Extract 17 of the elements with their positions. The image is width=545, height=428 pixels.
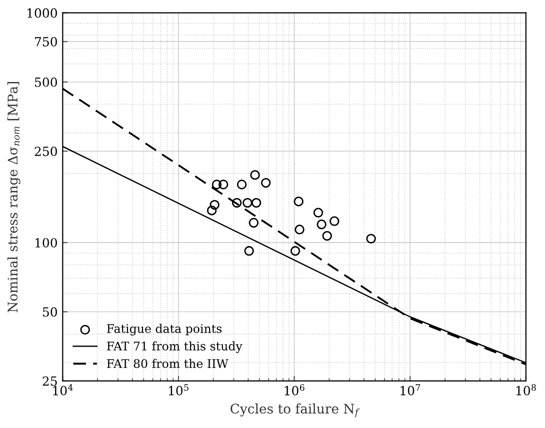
legend-label: FAT 71 from this study [107, 341, 242, 353]
x-tick-label: 10$^{6}$ [284, 384, 304, 396]
legend-label: FAT 80 from the IIW [107, 358, 228, 368]
y-tick-label: 500 [35, 77, 57, 87]
x-tick-label: 10$^{7}$ [400, 384, 420, 396]
y-tick-label: 1000 [28, 8, 57, 18]
y-axis-title: Nominal stress range Δσ$_{nom}$ [MPa] [7, 82, 20, 312]
y-tick-label: 25 [42, 376, 57, 386]
y-tick-label: 50 [42, 307, 57, 317]
legend-label: Fatigue data points [107, 324, 222, 336]
x-tick-label: 10$^{4}$ [53, 384, 73, 396]
y-tick-label: 250 [34, 146, 57, 156]
y-tick-label: 750 [35, 37, 57, 46]
x-tick-label: 10$^{8}$ [516, 384, 536, 396]
x-tick-label: 10$^{5}$ [169, 384, 188, 396]
y-tick-label: 100 [35, 238, 57, 248]
x-axis-title: Cycles to failure N$_{f}$ [230, 403, 360, 418]
